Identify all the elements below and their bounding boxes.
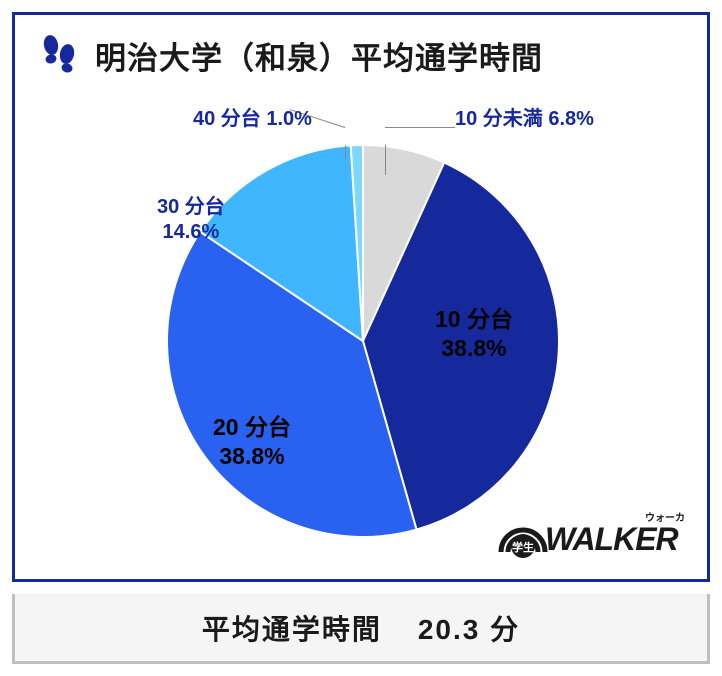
callout-line — [385, 145, 386, 175]
logo-main-text: WALKER — [545, 521, 679, 557]
logo-circle-text: 学生 — [512, 540, 534, 554]
chart-title: 明治大学（和泉）平均通学時間 — [95, 33, 543, 78]
slice-label: 20 分台 38.8% — [213, 413, 291, 471]
footer-label: 平均通学時間 — [202, 614, 382, 645]
slice-label: 10 分未満 6.8% — [455, 107, 594, 132]
slice-label: 10 分台 38.8% — [435, 305, 513, 363]
footer-value: 20.3 分 — [418, 614, 520, 645]
slice-label: 40 分台 1.0% — [193, 107, 312, 132]
main-panel: 明治大学（和泉）平均通学時間 10 分未満 6.8% 10 分台 38.8% 20 … — [12, 12, 710, 582]
callout-line — [345, 145, 346, 159]
callout-line — [385, 127, 455, 128]
logo-sub-text: ウォーカー — [645, 512, 685, 524]
slice-label: 30 分台 14.6% — [157, 195, 225, 245]
chart-area: 10 分未満 6.8% 10 分台 38.8% 20 分台 38.8% 30 分台 1… — [15, 95, 713, 565]
footsteps-icon — [39, 34, 79, 78]
brand-logo: 学生 WALKER ウォーカー — [495, 506, 685, 565]
title-row: 明治大学（和泉）平均通学時間 — [15, 15, 707, 86]
footer-bar: 平均通学時間 20.3 分 — [12, 594, 710, 664]
